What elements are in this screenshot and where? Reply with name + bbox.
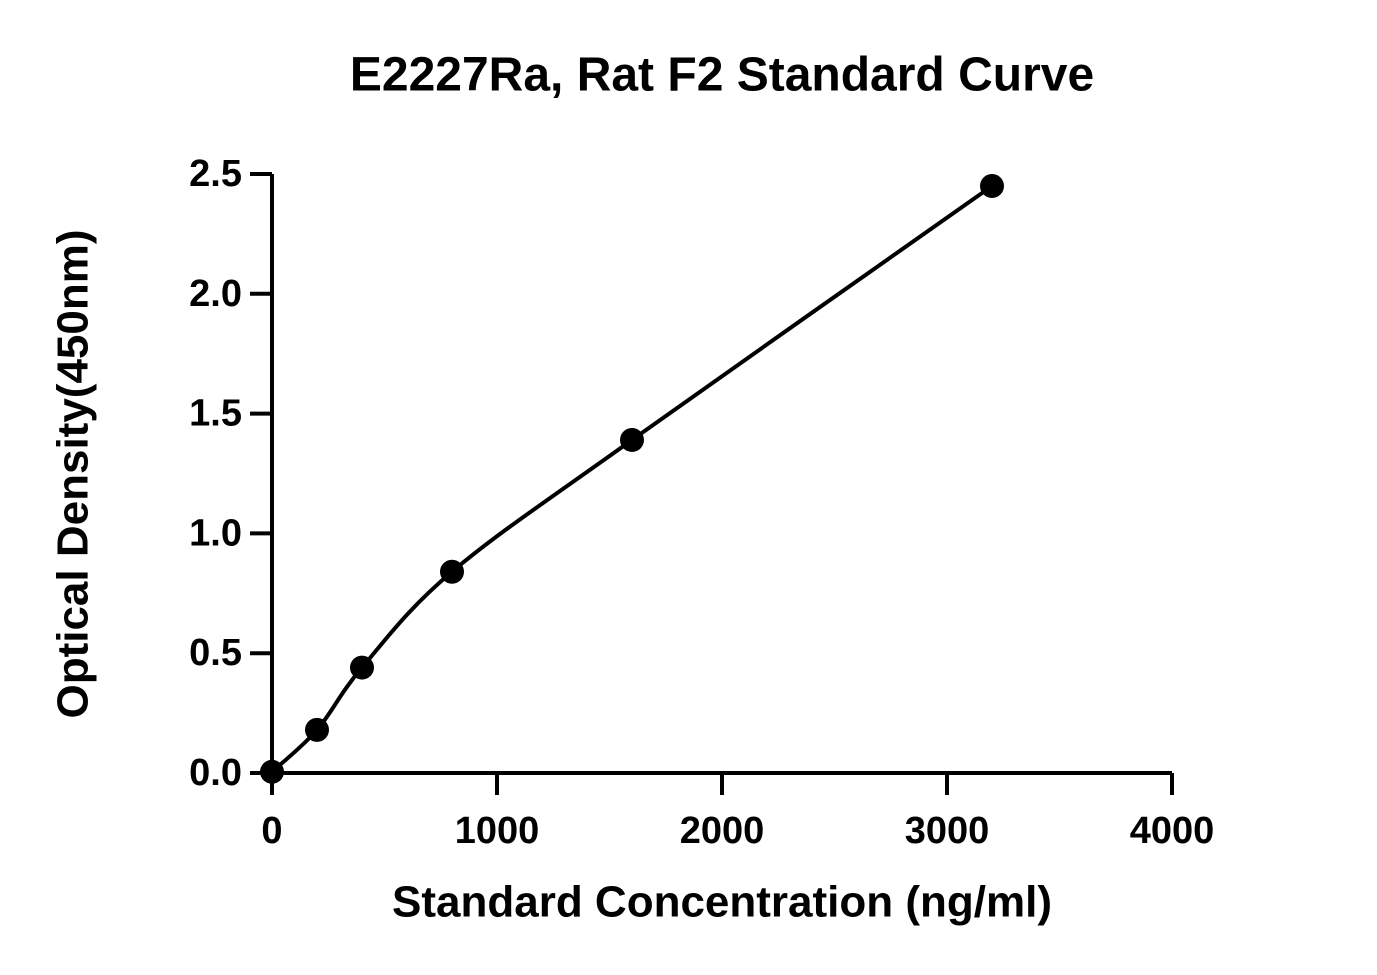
data-point — [620, 427, 644, 452]
data-point — [350, 655, 374, 680]
data-point — [980, 173, 1004, 198]
y-tick-label: 1.5 — [189, 393, 242, 435]
data-point — [260, 759, 284, 784]
x-tick-label: 4000 — [1130, 810, 1215, 852]
y-tick-label: 1.0 — [189, 512, 242, 554]
x-tick-label: 0 — [261, 810, 282, 852]
data-point — [305, 717, 329, 742]
x-tick-label: 2000 — [680, 810, 765, 852]
y-tick-label: 2.0 — [189, 273, 242, 315]
y-tick-label: 0.5 — [189, 632, 242, 674]
data-point — [440, 559, 464, 584]
x-axis-label: Standard Concentration (ng/ml) — [392, 878, 1052, 927]
y-axis-label: Optical Density(450nm) — [49, 229, 98, 718]
x-tick-label: 1000 — [455, 810, 540, 852]
y-tick-label: 0.0 — [189, 752, 242, 794]
x-tick-label: 3000 — [905, 810, 990, 852]
chart-title: E2227Ra, Rat F2 Standard Curve — [350, 49, 1094, 102]
y-tick-label: 2.5 — [189, 153, 242, 195]
